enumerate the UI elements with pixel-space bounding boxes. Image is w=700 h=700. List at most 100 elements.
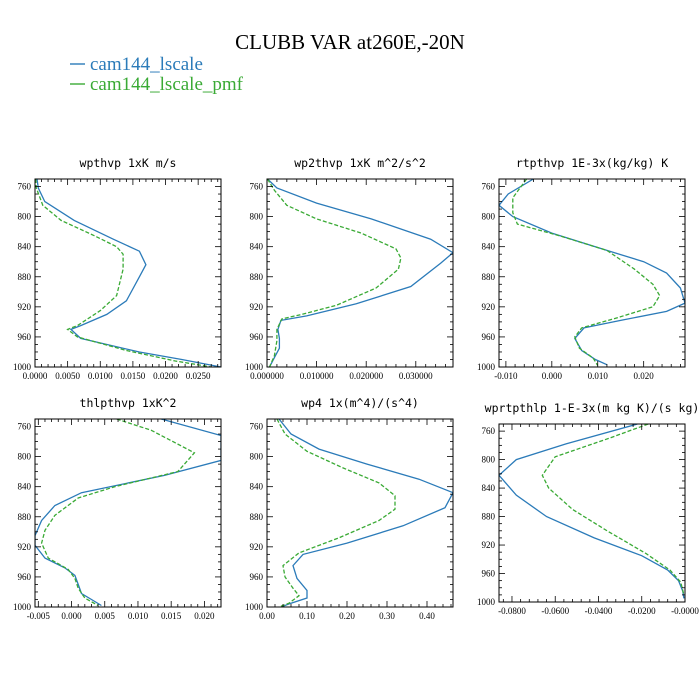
x-tick-label: -0.0400 — [585, 606, 613, 616]
panel-title: wprtpthlp 1-E-3x(m kg K)/(s kg) — [485, 401, 700, 415]
y-tick-label: 880 — [482, 272, 496, 282]
x-tick-label: 0.015 — [161, 611, 182, 621]
series-line-cam144_lscale_pmf — [541, 424, 685, 596]
y-tick-label: 800 — [18, 452, 32, 462]
plot-frame — [34, 178, 222, 368]
series-line-cam144_lscale — [499, 424, 685, 599]
y-tick-label: 800 — [18, 212, 32, 222]
x-tick-label: 0.30 — [379, 611, 395, 621]
series-line-cam144_lscale_pmf — [40, 419, 196, 607]
y-tick-label: 960 — [18, 572, 32, 582]
y-tick-label: 760 — [482, 426, 496, 436]
y-tick-label: 840 — [18, 242, 32, 252]
x-tick-label: 0.0000 — [23, 371, 48, 381]
x-tick-label: 0.020000 — [349, 371, 383, 381]
panel-title: thlpthvp 1xK^2 — [80, 396, 177, 410]
x-tick-label: 0.0150 — [121, 371, 146, 381]
series-line-cam144_lscale — [267, 179, 453, 367]
chart-panels: wpthvp 1xK m/s76080084088092096010000.00… — [13, 156, 699, 621]
x-tick-label: 0.20 — [339, 611, 355, 621]
y-tick-label: 880 — [482, 512, 496, 522]
y-tick-label: 880 — [18, 272, 32, 282]
y-tick-label: 760 — [18, 422, 32, 432]
y-tick-label: 920 — [482, 302, 496, 312]
y-tick-label: 840 — [18, 482, 32, 492]
x-tick-label: 0.010 — [588, 371, 609, 381]
chart-panel-4: thlpthvp 1xK^2 760 800 840 880 920 960 1000-0.0… — [13, 396, 222, 621]
x-tick-label: 0.00 — [259, 611, 275, 621]
series-line-cam144_lscale — [35, 419, 221, 607]
y-tick-label: 960 — [250, 572, 264, 582]
figure-title: CLUBB VAR at260E,-20N — [235, 30, 465, 54]
series-line-cam144_lscale_pmf — [276, 419, 396, 607]
panel-title: wpthvp 1xK m/s — [80, 156, 177, 170]
series-line-cam144_lscale — [278, 419, 453, 607]
x-tick-label: 0.020 — [634, 371, 655, 381]
y-tick-label: 840 — [250, 482, 264, 492]
panel-title: wp4 1x(m^4)/(s^4) — [301, 396, 419, 410]
y-tick-label: 840 — [482, 483, 496, 493]
x-tick-label: 0.020 — [194, 611, 215, 621]
y-tick-label: 1000 — [245, 602, 264, 612]
y-tick-label: 1000 — [477, 597, 496, 607]
chart-panel-6: wprtpthlp 1-E-3x(m kg K)/(s kg) 760 800 840… — [477, 401, 699, 616]
y-tick-label: 920 — [482, 540, 496, 550]
x-tick-label: -0.0600 — [541, 606, 569, 616]
x-tick-label: 0.000 — [61, 611, 82, 621]
series-line-cam144_lscale_pmf — [35, 179, 212, 367]
x-tick-label: -0.0800 — [498, 606, 526, 616]
chart-panel-3: rtpthvp 1E-3x(kg/kg) K 760 800 840 880 920 960… — [477, 156, 686, 381]
y-tick-label: 1000 — [245, 362, 264, 372]
y-tick-label: 960 — [250, 332, 264, 342]
x-tick-label: -0.005 — [27, 611, 51, 621]
x-tick-label: -0.010 — [494, 371, 518, 381]
y-tick-label: 800 — [482, 212, 496, 222]
series-line-cam144_lscale — [499, 179, 685, 366]
chart-panel-5: wp4 1x(m^4)/(s^4)76080084088092096010000… — [245, 396, 454, 621]
x-tick-label: -0.0200 — [628, 606, 656, 616]
y-tick-label: 880 — [250, 272, 264, 282]
plot-frame — [498, 178, 686, 368]
panel-title: rtpthvp 1E-3x(kg/kg) K — [516, 156, 668, 170]
y-tick-label: 760 — [250, 182, 264, 192]
x-tick-label: 0.005 — [95, 611, 116, 621]
x-tick-label: 0.0050 — [55, 371, 80, 381]
y-tick-label: 960 — [482, 332, 496, 342]
y-tick-label: 920 — [250, 302, 264, 312]
series-line-cam144_lscale_pmf — [512, 179, 661, 366]
y-tick-label: 1000 — [13, 362, 32, 372]
x-tick-label: 0.40 — [419, 611, 435, 621]
y-tick-label: 880 — [18, 512, 32, 522]
x-tick-label: 0.0250 — [186, 371, 211, 381]
plot-frame — [266, 178, 454, 368]
y-tick-label: 960 — [482, 569, 496, 579]
x-tick-label: 0.0100 — [88, 371, 113, 381]
chart-panel-2: wp2thvp 1xK m^2/s^2 760 800 840 880 920 960 100… — [245, 156, 454, 381]
plot-frame — [498, 423, 686, 603]
y-tick-label: 800 — [250, 452, 264, 462]
x-tick-label: 0.010 — [128, 611, 149, 621]
x-tick-label: 0.030000 — [399, 371, 433, 381]
x-tick-label: 0.10 — [299, 611, 315, 621]
plot-frame — [266, 418, 454, 608]
series-line-cam144_lscale_pmf — [267, 179, 402, 367]
y-tick-label: 800 — [250, 212, 264, 222]
x-tick-label: 0.010000 — [300, 371, 334, 381]
legend-label-cam144_lscale: cam144_lscale — [90, 54, 203, 75]
y-tick-label: 760 — [18, 182, 32, 192]
x-tick-label: 0.000 — [542, 371, 563, 381]
y-tick-label: 760 — [482, 182, 496, 192]
plot-frame — [34, 418, 222, 608]
panel-title: wp2thvp 1xK m^2/s^2 — [294, 156, 426, 170]
y-tick-label: 840 — [482, 242, 496, 252]
x-tick-label: 0.0200 — [153, 371, 178, 381]
y-tick-label: 760 — [250, 422, 264, 432]
y-tick-label: 1000 — [13, 602, 32, 612]
y-tick-label: 920 — [18, 302, 32, 312]
y-tick-label: 960 — [18, 332, 32, 342]
y-tick-label: 1000 — [477, 362, 496, 372]
y-tick-label: 800 — [482, 455, 496, 465]
y-tick-label: 840 — [250, 242, 264, 252]
